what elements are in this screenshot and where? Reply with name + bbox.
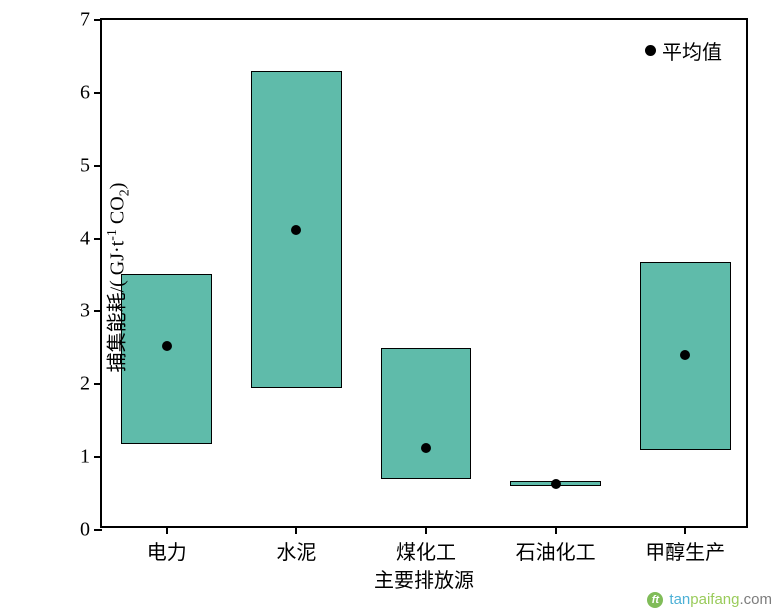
x-tick-mark	[555, 526, 557, 534]
x-tick-label: 煤化工	[396, 536, 456, 565]
y-tick-label: 3	[80, 300, 90, 323]
range-bar	[121, 274, 212, 444]
y-tick-label: 2	[80, 373, 90, 396]
watermark-logo-icon: ft	[647, 592, 663, 608]
legend-label: 平均值	[662, 36, 722, 65]
subscript-two: 2	[117, 189, 132, 196]
legend-marker-icon	[645, 45, 656, 56]
x-tick-mark	[295, 526, 297, 534]
x-axis-label: 主要排放源	[374, 564, 474, 593]
y-tick-mark	[94, 383, 102, 385]
y-axis-label: 捕集能耗/( GJ·t-1 CO2)	[100, 183, 133, 373]
y-tick-label: 0	[80, 519, 90, 542]
superscript-minus-one: -1	[105, 229, 120, 241]
y-tick-label: 1	[80, 446, 90, 469]
mean-marker	[162, 341, 172, 351]
y-axis-label-text: 捕集能耗/( GJ·t	[106, 241, 128, 373]
mean-marker	[551, 479, 561, 489]
watermark: ft tanpaifang.com	[647, 591, 772, 608]
x-tick-mark	[425, 526, 427, 534]
x-tick-label: 石油化工	[516, 536, 596, 565]
x-tick-mark	[684, 526, 686, 534]
y-tick-mark	[94, 165, 102, 167]
chart-container: 01234567电力水泥煤化工石油化工甲醇生产平均值 捕集能耗/( GJ·t-1…	[0, 0, 784, 614]
mean-marker	[680, 350, 690, 360]
x-tick-label: 甲醇生产	[645, 536, 725, 565]
y-tick-label: 7	[80, 9, 90, 32]
y-tick-mark	[94, 529, 102, 531]
y-tick-mark	[94, 456, 102, 458]
y-tick-mark	[94, 19, 102, 21]
watermark-text: tanpaifang.com	[669, 591, 772, 608]
y-tick-mark	[94, 92, 102, 94]
mean-marker	[291, 225, 301, 235]
y-tick-label: 4	[80, 227, 90, 250]
mean-marker	[421, 443, 431, 453]
plot-area: 01234567电力水泥煤化工石油化工甲醇生产平均值	[100, 18, 748, 528]
y-tick-label: 5	[80, 154, 90, 177]
legend: 平均值	[645, 36, 722, 65]
range-bar	[381, 348, 472, 479]
x-tick-mark	[166, 526, 168, 534]
x-tick-label: 水泥	[276, 536, 316, 565]
y-tick-label: 6	[80, 81, 90, 104]
x-tick-label: 电力	[147, 536, 187, 565]
